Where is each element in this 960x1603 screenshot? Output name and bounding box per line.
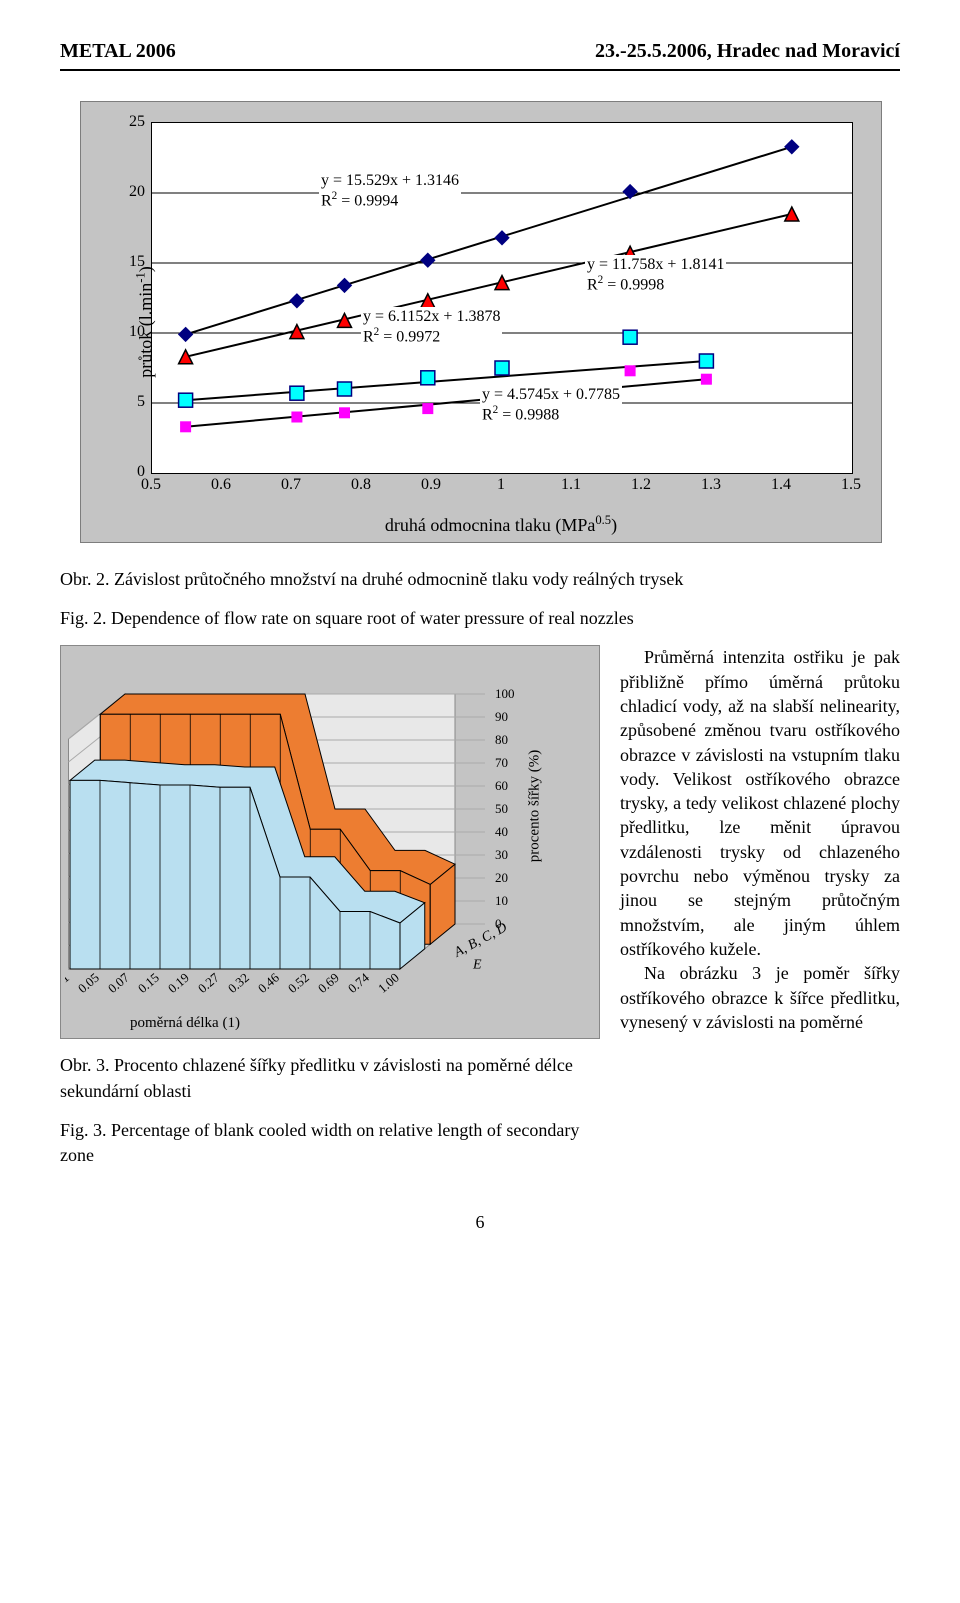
caption-obr2: Obr. 2. Závislost průtočného množství na… — [60, 567, 900, 592]
chart-flow-vs-sqrt-pressure: průtok (l.min-1) druhá odmocnina tlaku (… — [60, 101, 900, 543]
svg-text:40: 40 — [495, 824, 508, 839]
header-left: METAL 2006 — [60, 40, 176, 63]
caption-obr3: Obr. 3. Procento chlazené šířky předlitk… — [60, 1053, 600, 1103]
svg-text:20: 20 — [495, 870, 508, 885]
svg-text:0.01: 0.01 — [65, 970, 72, 996]
svg-text:100: 100 — [495, 686, 515, 701]
chart1-annotation: y = 11.758x + 1.8141R2 = 0.9998 — [585, 255, 726, 295]
svg-text:E: E — [472, 958, 482, 973]
svg-text:70: 70 — [495, 755, 508, 770]
caption-fig3: Fig. 3. Percentage of blank cooled width… — [60, 1118, 600, 1168]
chart1-annotation: y = 6.1152x + 1.3878R2 = 0.9972 — [361, 307, 502, 347]
svg-text:60: 60 — [495, 778, 508, 793]
chart1-xlabel: druhá odmocnina tlaku (MPa0.5) — [151, 513, 851, 536]
page-number: 6 — [60, 1212, 900, 1233]
header-right: 23.-25.5.2006, Hradec nad Moravicí — [595, 40, 900, 63]
svg-text:1.00: 1.00 — [375, 970, 402, 996]
svg-text:0.52: 0.52 — [285, 970, 312, 996]
svg-text:30: 30 — [495, 847, 508, 862]
svg-text:0.74: 0.74 — [345, 970, 372, 996]
svg-text:0.32: 0.32 — [225, 970, 252, 996]
body-paragraph: Průměrná intenzita ostřiku je pak přibli… — [620, 645, 900, 1034]
chart1-annotation: y = 4.5745x + 0.7785R2 = 0.9988 — [480, 385, 622, 425]
svg-text:0.15: 0.15 — [135, 970, 162, 996]
chart2-zlabel: procento šířky (%) — [526, 750, 543, 862]
svg-text:0.07: 0.07 — [105, 970, 132, 996]
svg-text:0.69: 0.69 — [315, 970, 342, 996]
svg-text:0.05: 0.05 — [75, 970, 102, 996]
svg-text:poměrná délka (1): poměrná délka (1) — [130, 1015, 240, 1031]
svg-text:0.27: 0.27 — [195, 970, 222, 996]
svg-text:10: 10 — [495, 893, 508, 908]
chart-cooled-width-percent: 01020304050607080901000.010.050.070.150.… — [60, 645, 600, 1039]
svg-text:A, B, C, D: A, B, C, D — [451, 921, 510, 962]
svg-text:0.46: 0.46 — [255, 970, 282, 996]
chart1-annotation: y = 15.529x + 1.3146R2 = 0.9994 — [319, 171, 461, 211]
svg-text:0.19: 0.19 — [165, 970, 192, 996]
svg-text:80: 80 — [495, 732, 508, 747]
svg-text:90: 90 — [495, 709, 508, 724]
chart1-ylabel: průtok (l.min-1) — [133, 266, 156, 378]
svg-text:50: 50 — [495, 801, 508, 816]
caption-fig2: Fig. 2. Dependence of flow rate on squar… — [60, 606, 900, 631]
